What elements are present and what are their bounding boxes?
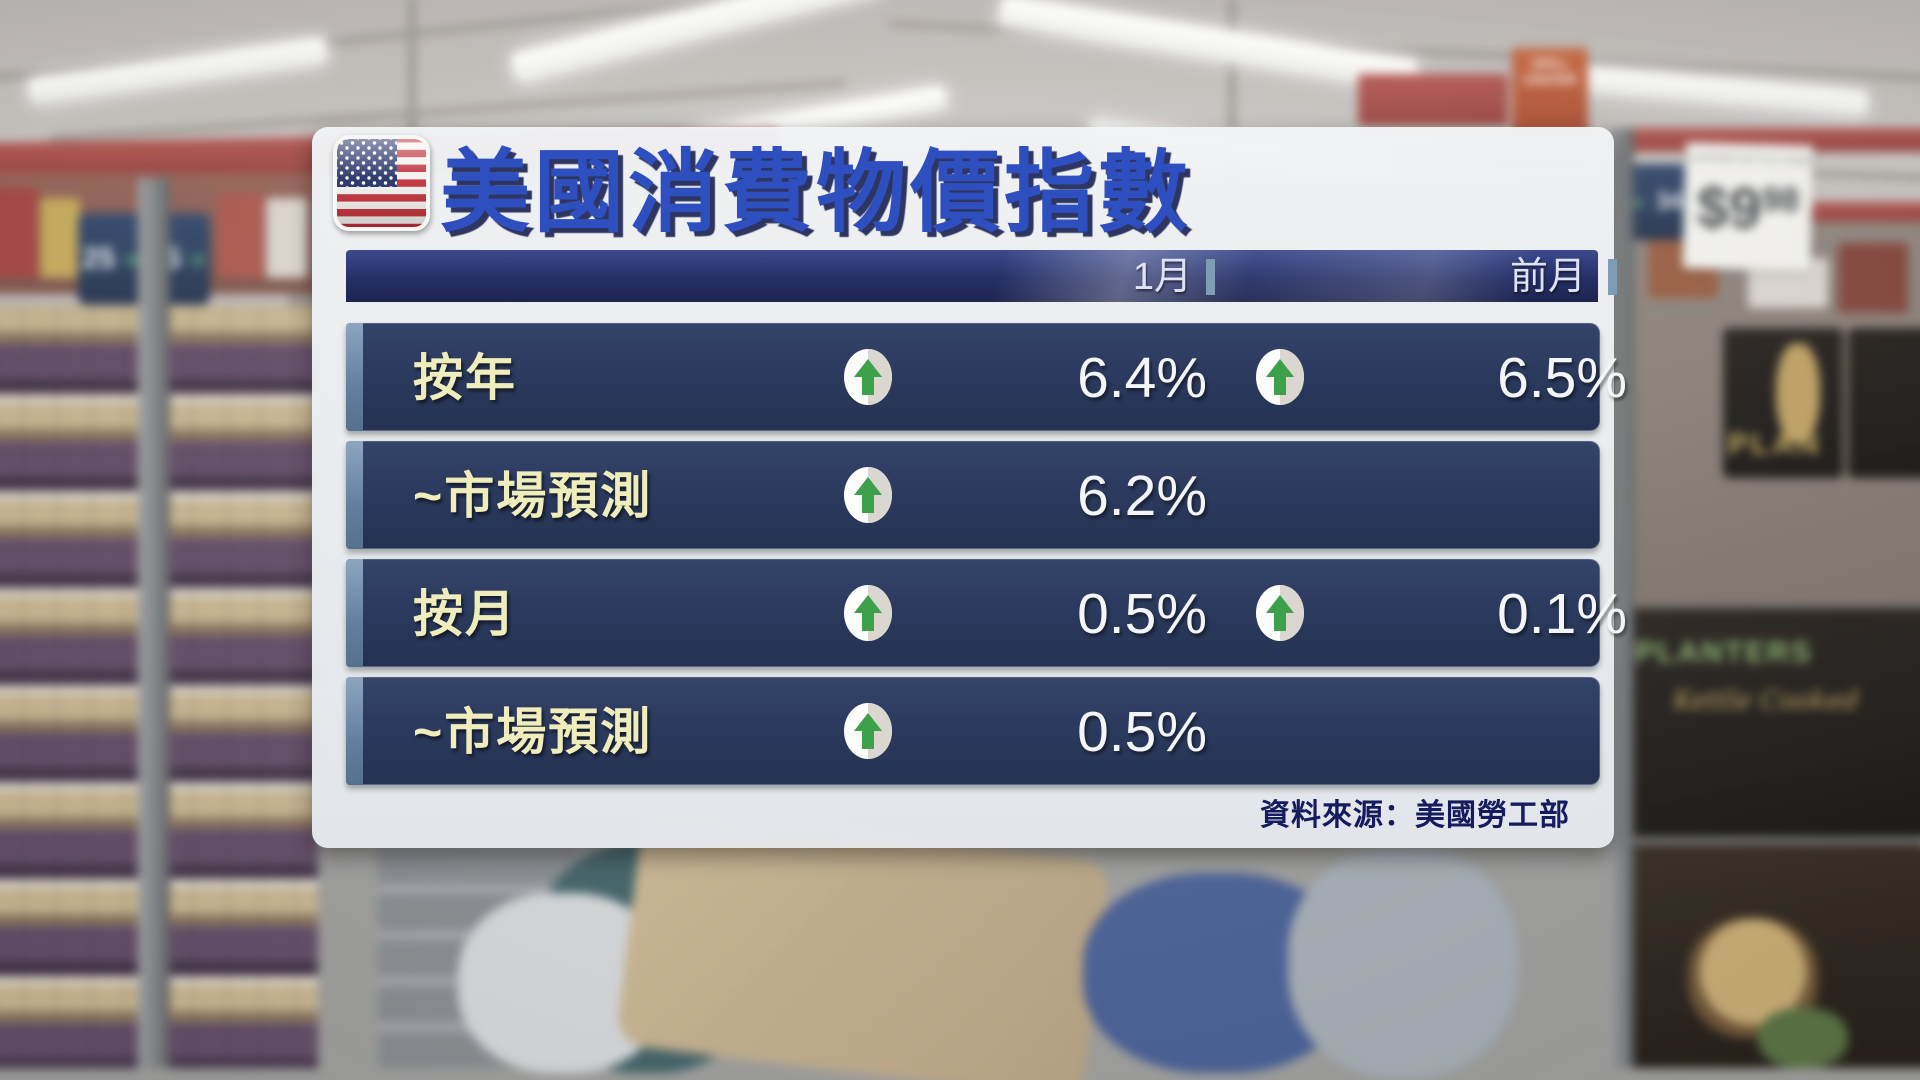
- value-current: 6.2%: [1077, 464, 1207, 528]
- aisle-sign-34: « 34: [1626, 164, 1688, 240]
- mr-peanut-figure: [1776, 343, 1820, 443]
- row-label: 按月: [413, 586, 517, 642]
- up-arrow-icon: [1255, 584, 1305, 642]
- value-current: 6.4%: [1077, 346, 1207, 410]
- column-header-previous-month: 前月: [1509, 256, 1586, 298]
- table-header-bar: 1月 前月: [346, 250, 1617, 302]
- chevron-icon: «: [1631, 188, 1644, 216]
- up-arrow-icon: [843, 466, 893, 524]
- up-arrow-icon: [843, 584, 893, 642]
- row-label: ~市場預測: [413, 704, 653, 760]
- row-accent-strip: [346, 441, 363, 549]
- row-label: 按年: [413, 350, 517, 406]
- value-current: 0.5%: [1077, 700, 1207, 764]
- table-row: ~市場預測 0.5%: [346, 677, 1600, 785]
- table-row: ~市場預測 6.2%: [346, 441, 1600, 549]
- cpi-info-panel: 美國消費物價指數 1月 前月 按年 6.4% 6.5% ~市場預測 6.2% 按…: [312, 127, 1627, 848]
- up-arrow-icon: [1255, 348, 1305, 406]
- chevron-icon: »: [123, 242, 140, 276]
- row-accent-strip: [346, 677, 363, 785]
- column-tick: [1206, 259, 1215, 295]
- row-label: ~市場預測: [413, 468, 653, 524]
- spill-center-sign: SPILL CENTER: [1512, 48, 1588, 136]
- column-header-current-month: 1月: [1132, 256, 1192, 298]
- column-tick: [1608, 259, 1617, 295]
- page-title: 美國消費物價指數: [440, 143, 1192, 243]
- us-flag-icon: [333, 135, 430, 231]
- support-pole: [138, 178, 170, 1068]
- value-previous: 6.5%: [1497, 346, 1627, 410]
- table-row: 按月 0.5% 0.1%: [346, 559, 1627, 667]
- row-accent-strip: [346, 323, 363, 431]
- row-accent-strip: [346, 559, 363, 667]
- value-current: 0.5%: [1077, 582, 1207, 646]
- up-arrow-icon: [843, 702, 893, 760]
- planters-partial-text: PLAN: [1728, 428, 1822, 462]
- chevron-icon: »: [189, 242, 206, 276]
- data-source-credit: 資料來源：美國勞工部: [1260, 799, 1570, 832]
- value-previous: 0.1%: [1497, 582, 1627, 646]
- planters-case: PLANTERS Kettle Cooked: [1613, 608, 1920, 838]
- table-row: 按年 6.4% 6.5%: [346, 323, 1627, 431]
- up-arrow-icon: [843, 348, 893, 406]
